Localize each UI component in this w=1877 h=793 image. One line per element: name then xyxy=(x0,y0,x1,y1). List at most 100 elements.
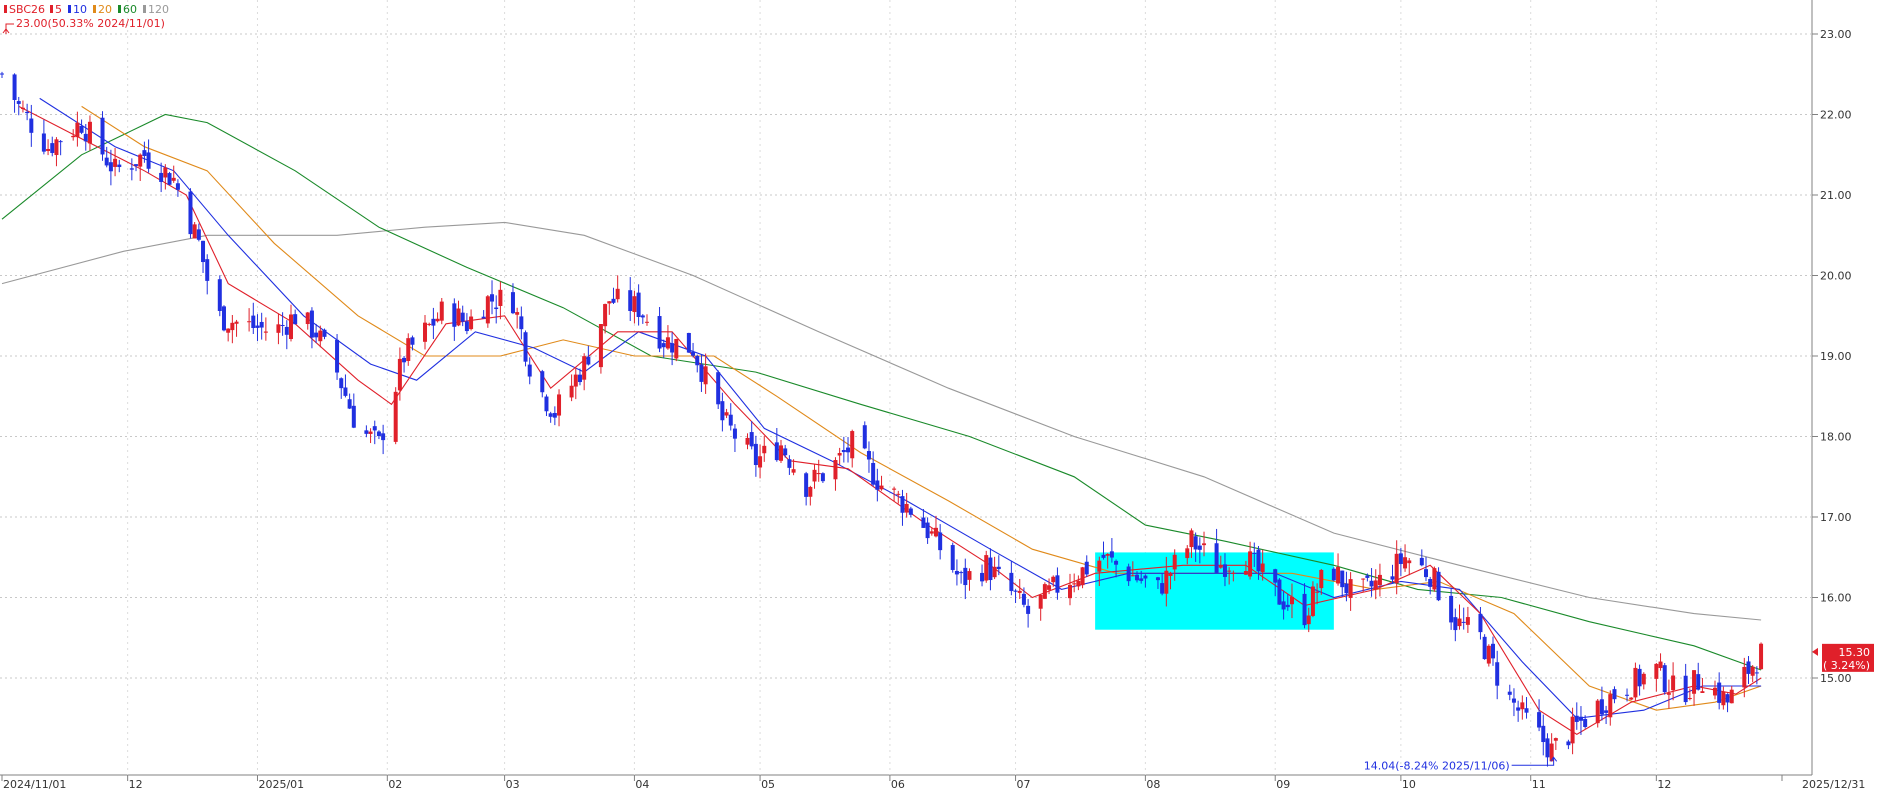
candle-body xyxy=(1407,560,1412,564)
candle-body xyxy=(1742,666,1747,688)
candle-body xyxy=(1252,553,1257,555)
candle-body xyxy=(393,391,398,442)
legend-label-120: 120 xyxy=(148,3,169,16)
candle-body xyxy=(397,358,402,391)
candle-body xyxy=(146,152,151,169)
candle-body xyxy=(967,571,972,580)
candle-body xyxy=(833,460,838,480)
gridlines xyxy=(0,0,1812,775)
candle-body xyxy=(841,449,846,453)
candle-body xyxy=(50,143,55,153)
candle-body xyxy=(1214,543,1219,573)
candle-body xyxy=(758,456,763,468)
candle-body xyxy=(933,527,938,537)
legend-label-SBC26: SBC26 xyxy=(9,3,45,16)
candle-body xyxy=(544,396,549,412)
candle-body xyxy=(1599,699,1604,715)
candle-body xyxy=(837,453,842,456)
candle-body xyxy=(1164,570,1169,594)
candle-body xyxy=(469,316,474,330)
candle-body xyxy=(866,451,871,460)
candle-body xyxy=(1168,573,1173,576)
candle-body xyxy=(1541,725,1546,743)
candle-body xyxy=(904,503,909,513)
candle-body xyxy=(1633,667,1638,698)
candle-body xyxy=(548,413,553,417)
candle-body xyxy=(1432,568,1437,590)
candle-body xyxy=(314,332,319,338)
candle-body xyxy=(1717,682,1722,703)
candle-body xyxy=(1453,617,1458,631)
candle-body xyxy=(703,366,708,385)
candle-body xyxy=(515,312,520,315)
candle-body xyxy=(259,321,264,328)
x-tick-label: 02 xyxy=(388,778,402,791)
candle-body xyxy=(791,469,796,473)
candle-body xyxy=(657,316,662,349)
candle-body xyxy=(1658,661,1663,669)
candle-body xyxy=(1449,595,1454,623)
candle-body xyxy=(1687,698,1692,700)
moving-averages xyxy=(1,97,1762,735)
candle-body xyxy=(113,158,118,167)
candle-body xyxy=(1491,643,1496,659)
candle-body xyxy=(251,315,256,328)
legend-label-60: 60 xyxy=(123,3,137,16)
candle-body xyxy=(1340,570,1345,588)
candle-body xyxy=(670,343,675,353)
candle-body xyxy=(1482,636,1487,660)
candle-body xyxy=(309,310,314,338)
candle-body xyxy=(41,133,46,152)
candle-body xyxy=(1160,583,1165,594)
candles xyxy=(0,71,1764,767)
candle-body xyxy=(1306,615,1311,625)
candle-body xyxy=(494,307,499,310)
candle-body xyxy=(1026,605,1031,614)
candle-body xyxy=(720,401,725,421)
candle-body xyxy=(1398,553,1403,564)
x-tick-label: 10 xyxy=(1402,778,1416,791)
candle-body xyxy=(1231,572,1236,574)
candle-body xyxy=(603,304,608,327)
candle-body xyxy=(1348,579,1353,598)
candle-body xyxy=(1143,575,1148,579)
x-tick-label: 12 xyxy=(129,778,143,791)
candle-body xyxy=(1486,645,1491,664)
candle-body xyxy=(175,183,180,190)
candle-body xyxy=(1608,694,1613,718)
ma-line-5 xyxy=(18,105,1762,735)
candle-body xyxy=(381,433,386,441)
candle-body xyxy=(117,164,122,168)
candle-body xyxy=(79,126,84,133)
candle-body xyxy=(322,329,327,337)
candle-body xyxy=(728,414,733,426)
x-tick-label: 03 xyxy=(506,778,520,791)
x-tick-label: 2024/11/01 xyxy=(3,778,66,791)
candle-body xyxy=(1511,698,1516,703)
candle-body xyxy=(783,448,788,456)
candle-body xyxy=(134,164,139,166)
candle-body xyxy=(1310,586,1315,616)
candle-body xyxy=(607,301,612,304)
candle-body xyxy=(569,385,574,398)
candle-body xyxy=(749,432,754,447)
candle-body xyxy=(665,337,670,349)
candle-body xyxy=(636,292,641,317)
candle-body xyxy=(142,150,147,156)
candle-body xyxy=(1424,569,1428,578)
candle-body xyxy=(1076,580,1081,587)
y-tick-label: 21.00 xyxy=(1820,189,1852,202)
candle-body xyxy=(661,343,666,348)
candle-body xyxy=(908,508,913,515)
candle-body xyxy=(247,321,252,323)
candle-body xyxy=(1545,738,1550,758)
candle-body xyxy=(456,308,461,326)
legend-swatch xyxy=(143,5,146,13)
candle-body xyxy=(1202,543,1207,546)
candle-body xyxy=(1365,575,1370,578)
candle-body xyxy=(577,374,582,383)
x-tick-label: 12 xyxy=(1657,778,1671,791)
candle-body xyxy=(1114,560,1119,565)
candle-body xyxy=(230,322,235,331)
candle-body xyxy=(695,355,700,366)
